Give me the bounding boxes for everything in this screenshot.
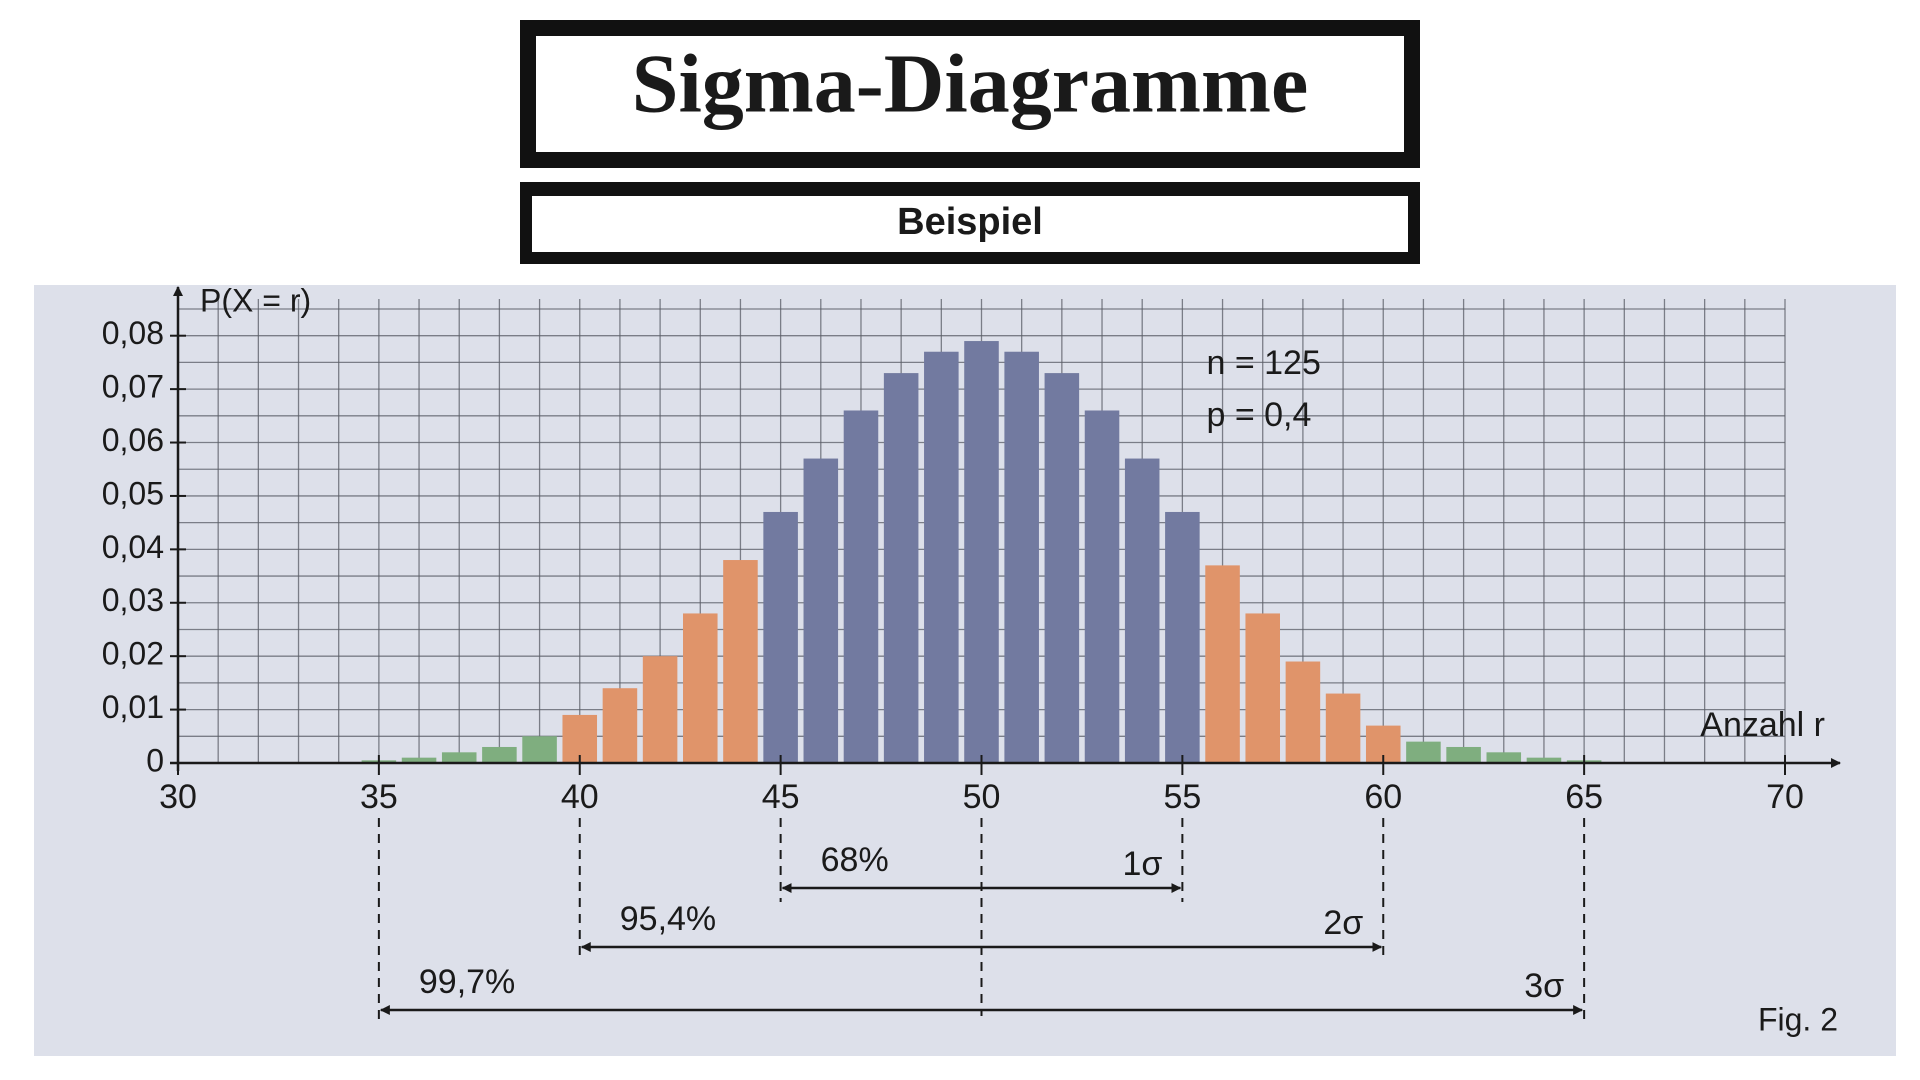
x-tick-label: 70: [1766, 778, 1804, 816]
interval-sigma: 2σ: [1323, 904, 1363, 942]
bar: [642, 656, 678, 763]
bar: [964, 341, 999, 763]
x-tick-label: 60: [1364, 778, 1402, 816]
subtitle-box: [532, 196, 1408, 252]
bar: [803, 458, 839, 763]
y-tick-label: 0: [146, 742, 164, 778]
x-tick-label: 45: [762, 778, 800, 816]
y-tick-label: 0,02: [102, 636, 164, 672]
bar: [763, 511, 798, 763]
x-tick-label: 35: [360, 778, 398, 816]
bar: [1165, 511, 1200, 763]
bar: [1285, 661, 1321, 763]
bar: [883, 373, 919, 763]
y-axis-title: P(X = r): [200, 282, 311, 318]
x-axis-title: Anzahl r: [1700, 706, 1825, 744]
bar: [1486, 752, 1522, 763]
bar: [1124, 458, 1160, 763]
bar: [562, 714, 598, 763]
bar: [1526, 757, 1562, 763]
bar: [1205, 565, 1240, 763]
x-tick-label: 65: [1565, 778, 1603, 816]
bar: [441, 752, 477, 763]
y-tick-label: 0,01: [102, 689, 164, 725]
bar: [1245, 613, 1281, 763]
annotation: p = 0,4: [1206, 396, 1311, 434]
y-tick-label: 0,03: [102, 582, 164, 618]
x-tick-label: 50: [963, 778, 1001, 816]
y-tick-label: 0,04: [102, 529, 164, 565]
bar: [522, 736, 557, 763]
bar: [401, 757, 437, 763]
page-subtitle: Beispiel: [897, 201, 1043, 243]
page-title: Sigma-Diagramme: [632, 37, 1309, 130]
bar: [482, 746, 517, 763]
x-tick-label: 40: [561, 778, 599, 816]
y-tick-label: 0,05: [102, 475, 164, 511]
interval-percent: 95,4%: [620, 900, 716, 938]
interval-percent: 99,7%: [419, 963, 515, 1001]
bar: [602, 688, 638, 763]
bar: [1446, 746, 1481, 763]
bar: [682, 613, 718, 763]
x-tick-label: 55: [1163, 778, 1201, 816]
bar: [924, 351, 959, 763]
figure-label: Fig. 2: [1758, 1001, 1838, 1037]
y-tick-label: 0,06: [102, 422, 164, 458]
bar: [1004, 351, 1039, 763]
bar: [1325, 693, 1361, 763]
bar: [723, 560, 758, 763]
annotation: n = 125: [1206, 344, 1320, 382]
title-box: [536, 36, 1404, 152]
x-tick-label: 30: [159, 778, 197, 816]
y-tick-label: 0,07: [102, 369, 164, 405]
y-tick-label: 0,08: [102, 315, 164, 351]
plot: 0 0,01 0,02 0,03 0,04 0,05 0,06 0,07 0,08 30 35 40 4…: [102, 282, 1841, 1037]
interval-sigma: 3σ: [1524, 967, 1564, 1005]
bar: [1406, 741, 1441, 763]
interval-percent: 68%: [821, 841, 889, 879]
bar: [1084, 410, 1120, 763]
bar: [1044, 373, 1080, 763]
bar: [843, 410, 879, 763]
interval-sigma: 1σ: [1122, 845, 1162, 883]
